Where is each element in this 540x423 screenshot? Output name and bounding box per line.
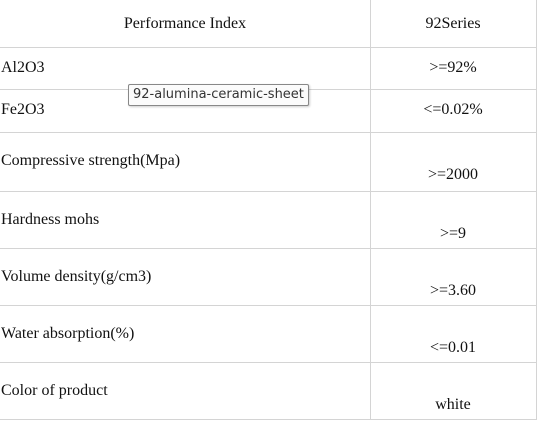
cell: >=92% bbox=[429, 59, 477, 76]
cell: >=9 bbox=[439, 225, 467, 242]
cell: Fe2O3 bbox=[1, 101, 45, 118]
tooltip: 92-alumina-ceramic-sheet bbox=[128, 84, 309, 106]
row-border bbox=[0, 248, 537, 249]
cell: <=0.02% bbox=[423, 101, 483, 118]
row-border bbox=[0, 47, 537, 48]
row-border bbox=[0, 191, 537, 192]
row-border bbox=[0, 362, 537, 363]
cell: Water absorption(%) bbox=[1, 325, 135, 342]
cell: white bbox=[435, 396, 471, 413]
cell: <=0.01 bbox=[429, 339, 477, 356]
cell: Volume density(g/cm3) bbox=[1, 268, 152, 285]
column-border bbox=[370, 0, 371, 420]
cell: >=2000 bbox=[427, 166, 479, 183]
header-cell: Performance Index bbox=[123, 15, 247, 32]
header-cell: 92Series bbox=[425, 15, 481, 32]
cell: Al2O3 bbox=[1, 59, 45, 76]
cell: Color of product bbox=[1, 382, 108, 399]
cell: Hardness mohs bbox=[1, 211, 100, 228]
cell: Compressive strength(Mpa) bbox=[1, 152, 181, 169]
row-border bbox=[0, 419, 537, 420]
column-border bbox=[536, 0, 537, 420]
row-border bbox=[0, 132, 537, 133]
cell: >=3.60 bbox=[429, 282, 477, 299]
row-border bbox=[0, 305, 537, 306]
